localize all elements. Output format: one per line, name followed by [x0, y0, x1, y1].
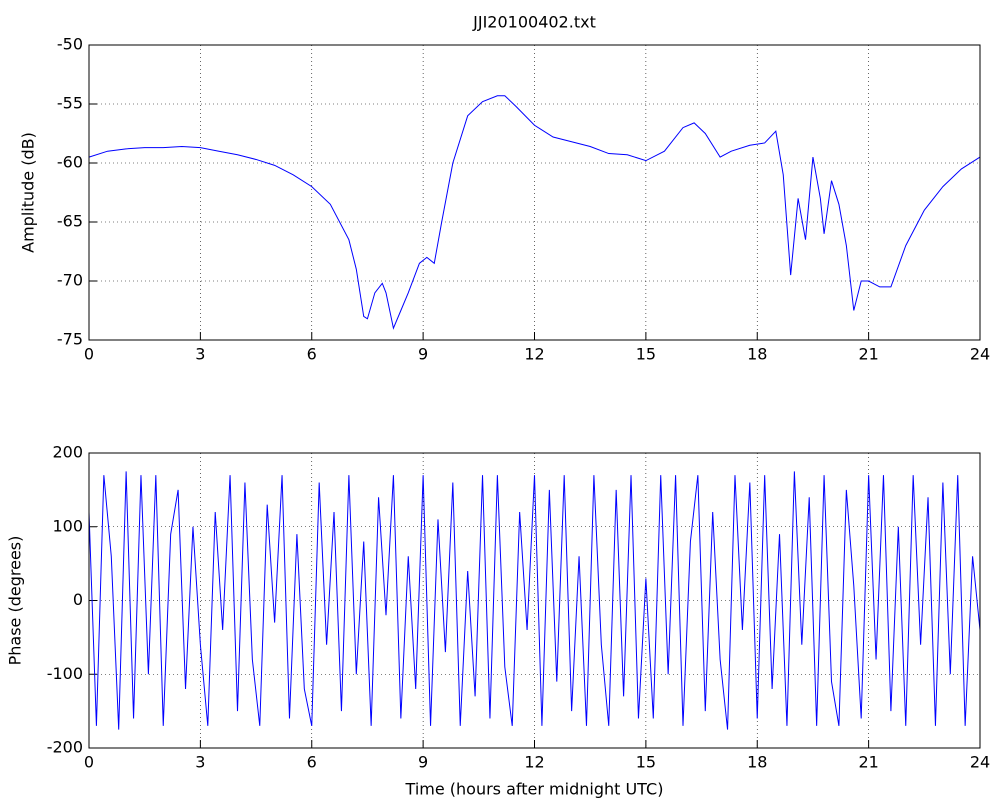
y-tick-label: -75 — [57, 330, 83, 349]
y-tick-label: -70 — [57, 271, 83, 290]
x-tick-label: 3 — [195, 345, 205, 364]
x-tick-label: 12 — [524, 345, 544, 364]
x-tick-label: 15 — [636, 753, 656, 772]
x-axis-label: Time (hours after midnight UTC) — [405, 780, 664, 799]
y-tick-label: 0 — [73, 590, 83, 609]
y-tick-label: 200 — [52, 443, 83, 462]
axes-background — [89, 45, 980, 340]
x-tick-label: 9 — [418, 753, 428, 772]
x-tick-label: 9 — [418, 345, 428, 364]
x-tick-label: 24 — [970, 753, 990, 772]
y-tick-label: -55 — [57, 94, 83, 113]
x-tick-label: 21 — [858, 753, 878, 772]
x-tick-label: 21 — [858, 345, 878, 364]
x-tick-label: 18 — [747, 753, 767, 772]
x-tick-label: 6 — [307, 753, 317, 772]
x-tick-label: 18 — [747, 345, 767, 364]
x-tick-label: 0 — [84, 753, 94, 772]
y-tick-label: -65 — [57, 212, 83, 231]
x-tick-label: 0 — [84, 345, 94, 364]
axes-box — [88, 452, 981, 749]
data-line — [88, 471, 981, 730]
x-tick-label: 3 — [195, 753, 205, 772]
axes-box — [88, 44, 981, 341]
x-tick-label: 24 — [970, 345, 990, 364]
y-tick-label: -100 — [47, 664, 83, 683]
data-line — [88, 95, 981, 330]
x-tick-label: 6 — [307, 345, 317, 364]
y-tick-label: -60 — [57, 153, 83, 172]
y-tick-label: -200 — [47, 738, 83, 757]
y-axis-label: Phase (degrees) — [6, 536, 25, 666]
x-tick-label: 12 — [524, 753, 544, 772]
x-tick-label: 15 — [636, 345, 656, 364]
y-tick-label: -50 — [57, 35, 83, 54]
chart-title: JJI20100402.txt — [472, 13, 596, 32]
y-tick-label: 100 — [52, 516, 83, 535]
y-axis-label: Amplitude (dB) — [19, 132, 38, 253]
